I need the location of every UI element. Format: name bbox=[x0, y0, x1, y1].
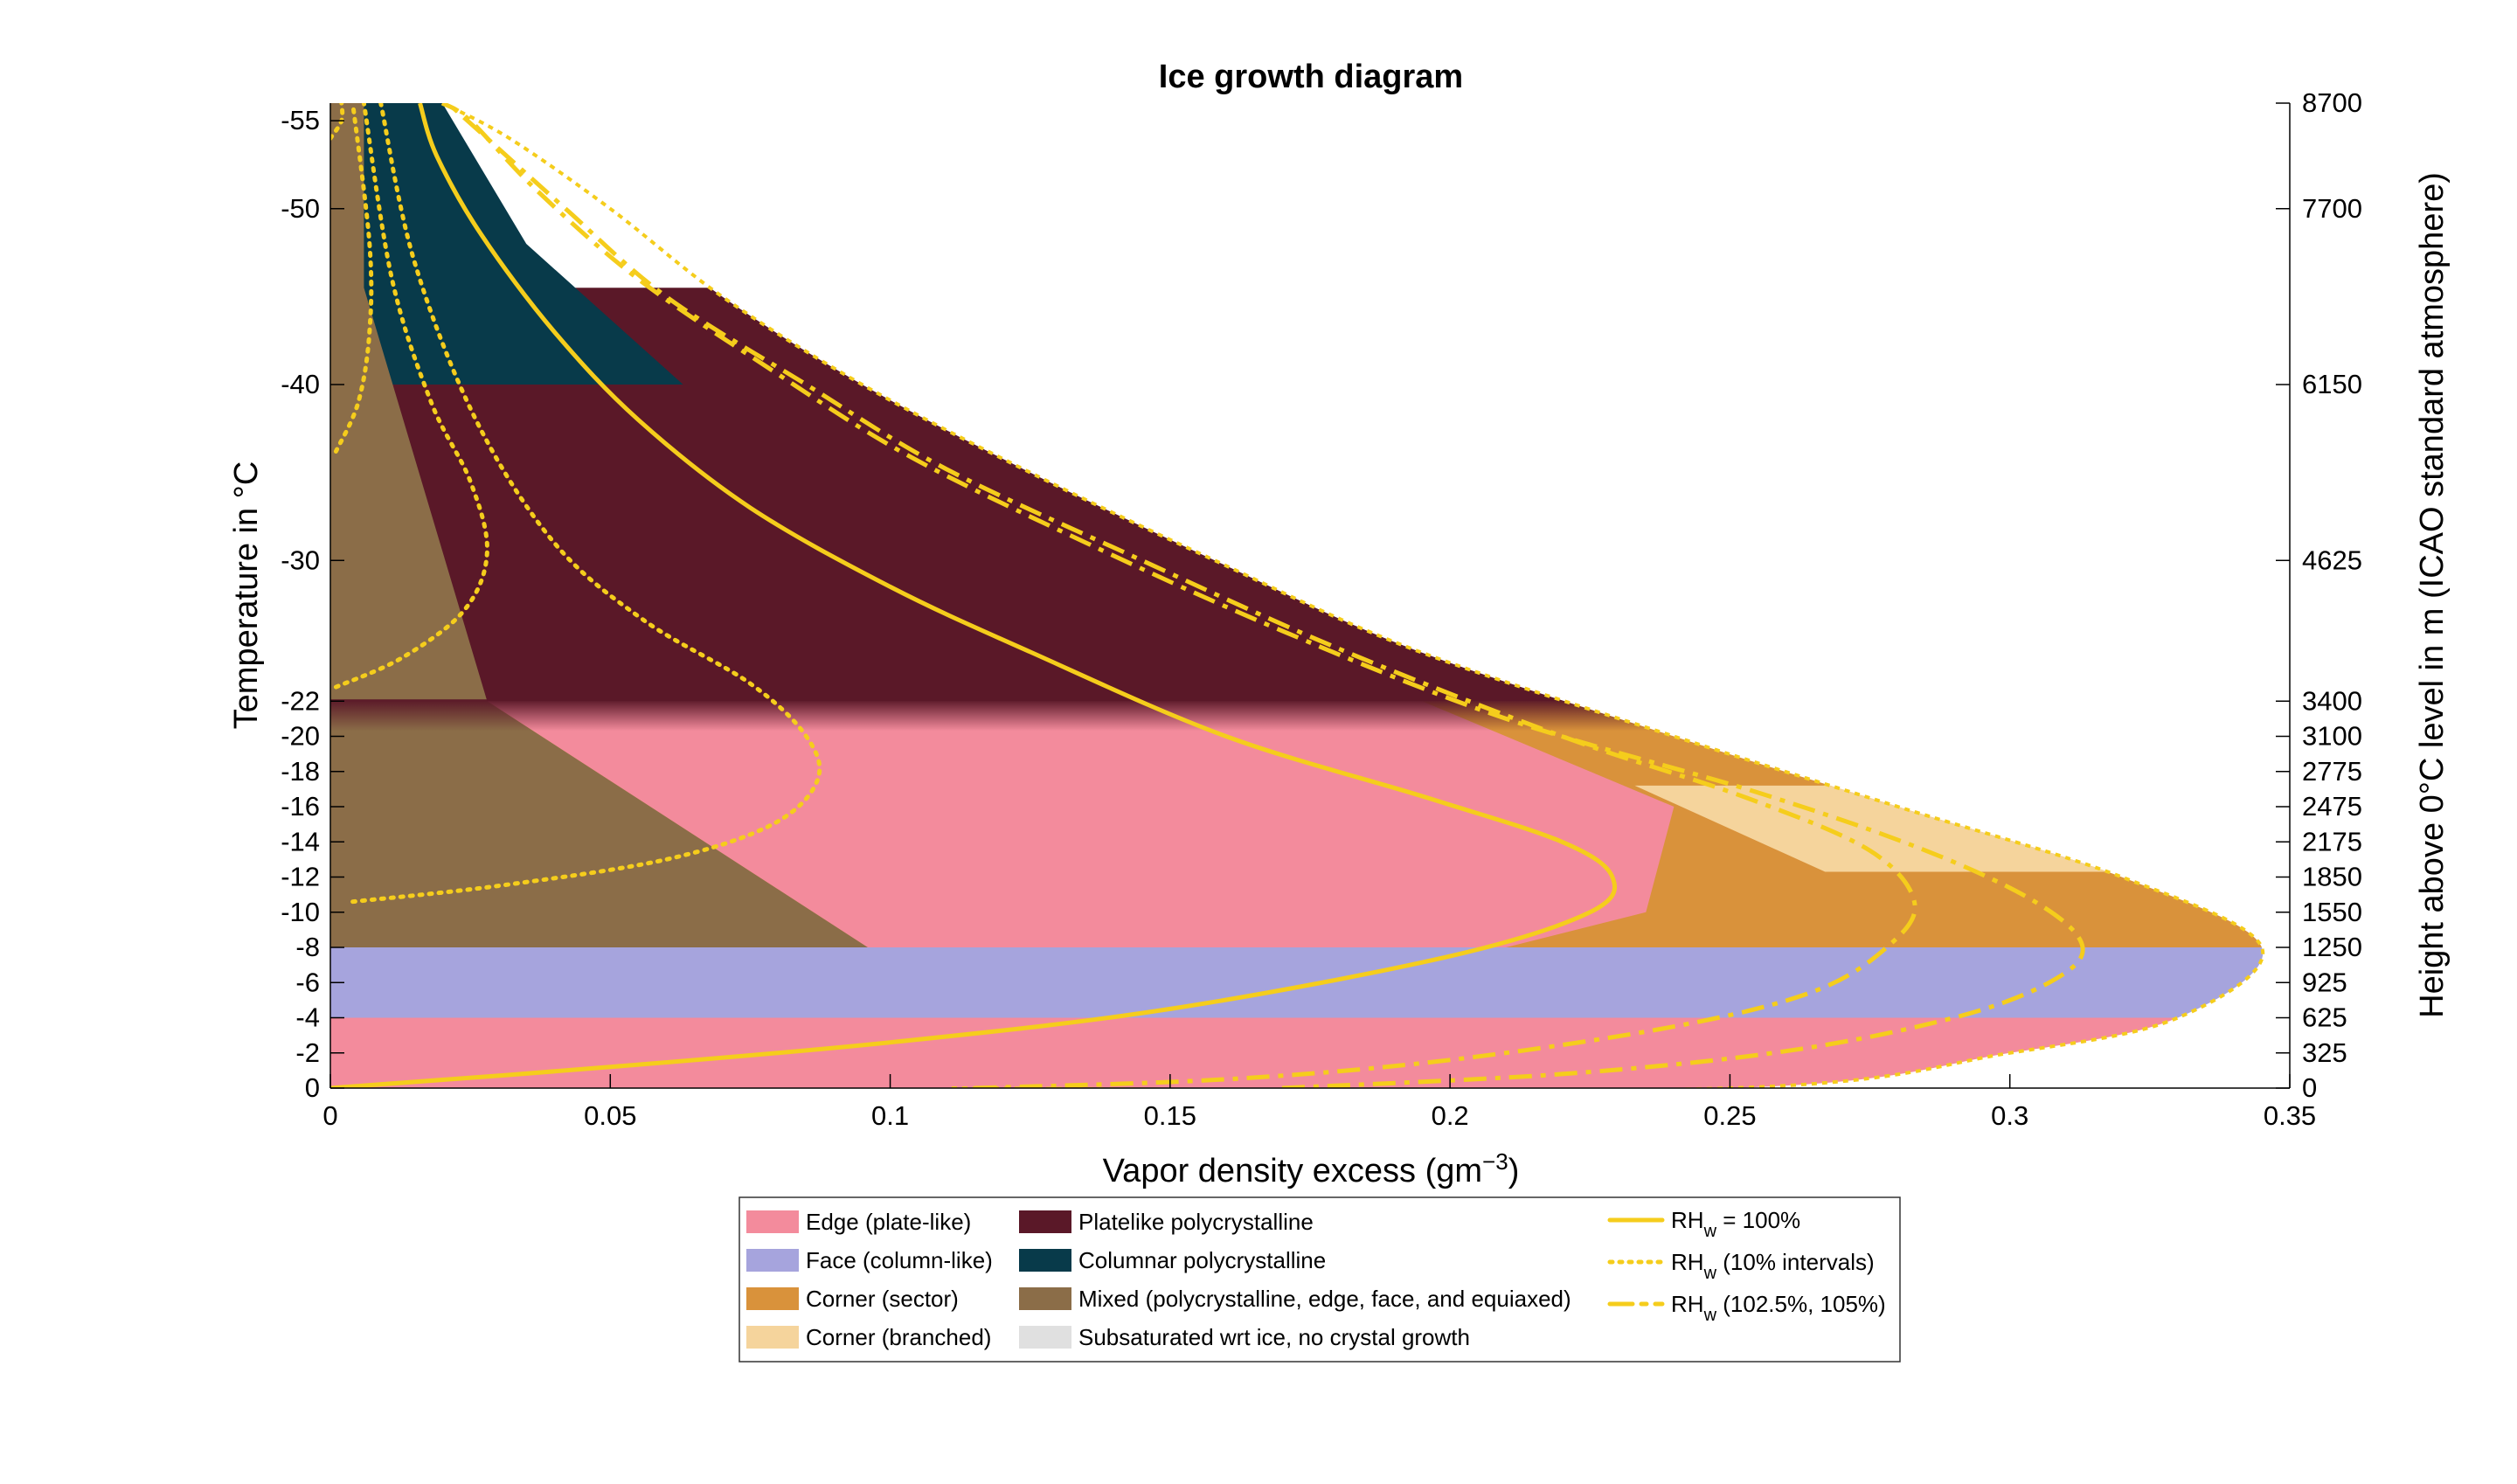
y-tick-label: -4 bbox=[295, 1002, 320, 1033]
y-tick-label: -30 bbox=[281, 544, 320, 575]
legend-swatch bbox=[1019, 1210, 1071, 1233]
rhw-curves bbox=[330, 103, 2265, 1088]
region-columnar-polycrystalline bbox=[330, 103, 683, 385]
y2-tick-label: 3400 bbox=[2302, 685, 2362, 716]
y2-tick-label: 1550 bbox=[2302, 897, 2362, 927]
y-tick-label: -12 bbox=[281, 862, 320, 892]
legend-swatch bbox=[1019, 1287, 1071, 1310]
legend-swatch bbox=[1019, 1249, 1071, 1272]
legend-label: Subsaturated wrt ice, no crystal growth bbox=[1078, 1324, 1470, 1350]
y-tick-label: 0 bbox=[305, 1072, 320, 1103]
y2-tick-label: 4625 bbox=[2302, 544, 2362, 575]
rhw-100-line bbox=[330, 103, 1617, 1088]
region-edge-plate-like bbox=[330, 1017, 2264, 1088]
growth-regions bbox=[330, 103, 2264, 1088]
legend-label: Columnar polycrystalline bbox=[1078, 1247, 1326, 1273]
legend-label: RHw = 100% bbox=[1671, 1207, 1800, 1241]
legend-box bbox=[738, 1196, 1901, 1363]
legend-label: Corner (sector) bbox=[806, 1286, 959, 1312]
y-axis-label: Temperature in °C bbox=[228, 461, 265, 730]
y-tick-label: -8 bbox=[295, 932, 320, 962]
legend-label: Corner (branched) bbox=[806, 1324, 991, 1350]
y2-tick-label: 625 bbox=[2302, 1002, 2347, 1033]
envelope-clip-group bbox=[330, 103, 2264, 1088]
chart-title: Ice growth diagram bbox=[1159, 59, 1463, 95]
x-tick-label: 0.25 bbox=[1703, 1100, 1756, 1131]
y2-tick-label: 0 bbox=[2302, 1072, 2317, 1103]
y-tick-label: -22 bbox=[281, 685, 320, 716]
legend-label: Platelike polycrystalline bbox=[1078, 1209, 1314, 1235]
x-tick-label: 0.3 bbox=[1991, 1100, 2028, 1131]
fade-band bbox=[330, 699, 2264, 732]
legend-label: Mixed (polycrystalline, edge, face, and … bbox=[1078, 1286, 1571, 1312]
y2-tick-label: 8700 bbox=[2302, 87, 2362, 118]
y2-tick-label: 1850 bbox=[2302, 862, 2362, 892]
x-tick-label: 0.2 bbox=[1432, 1100, 1469, 1131]
legend-swatch bbox=[746, 1249, 799, 1272]
rhw-102-5-line bbox=[440, 103, 2085, 1088]
legend-swatch bbox=[746, 1287, 799, 1310]
x-tick-label: 0.35 bbox=[2264, 1100, 2316, 1131]
rhw-105-line bbox=[446, 103, 1917, 1088]
axes: 0 0.05 0.1 0.15 0.2 0.25 0.3 0.35-55-50-40-30-2… bbox=[281, 87, 2362, 1131]
y2-tick-label: 2475 bbox=[2302, 791, 2362, 822]
rhw-10pct-line bbox=[333, 103, 374, 454]
x-tick-label: 0 bbox=[322, 1100, 337, 1131]
y2-tick-label: 1250 bbox=[2302, 932, 2362, 962]
y2-tick-label: 2775 bbox=[2302, 756, 2362, 787]
legend-swatch bbox=[746, 1210, 799, 1233]
legend-label: Edge (plate-like) bbox=[806, 1209, 971, 1235]
y2-tick-label: 6150 bbox=[2302, 369, 2362, 399]
y2-tick-label: 325 bbox=[2302, 1037, 2347, 1068]
region-edge-plate-like bbox=[487, 701, 1675, 947]
y-tick-label: -40 bbox=[281, 369, 320, 399]
y-tick-label: -20 bbox=[281, 721, 320, 752]
y2-tick-label: 925 bbox=[2302, 967, 2347, 997]
region-face-column-like bbox=[330, 947, 2264, 1018]
y2-axis-label: Height above 0°C level in m (ICAO standa… bbox=[2414, 172, 2451, 1018]
x-tick-label: 0.1 bbox=[871, 1100, 909, 1131]
legend-swatch bbox=[1019, 1326, 1071, 1349]
y-tick-label: -6 bbox=[295, 967, 320, 997]
y-tick-label: -10 bbox=[281, 897, 320, 927]
y2-tick-label: 2175 bbox=[2302, 826, 2362, 856]
y-tick-label: -55 bbox=[281, 105, 320, 135]
legend-label: RHw (102.5%, 105%) bbox=[1671, 1291, 1886, 1325]
legend-swatch bbox=[746, 1326, 799, 1349]
x-axis-label: Vapor density excess (gm−3) bbox=[1103, 1148, 1520, 1189]
x-tick-label: 0.05 bbox=[584, 1100, 636, 1131]
y2-tick-label: 7700 bbox=[2302, 193, 2362, 224]
legend-label: RHw (10% intervals) bbox=[1671, 1249, 1875, 1283]
legend: Edge (plate-like) Face (column-like) Corne… bbox=[738, 1196, 1901, 1363]
y-tick-label: -16 bbox=[281, 791, 320, 822]
y-tick-label: -50 bbox=[281, 193, 320, 224]
y-tick-label: -18 bbox=[281, 756, 320, 787]
y2-tick-label: 3100 bbox=[2302, 721, 2362, 752]
y-tick-label: -2 bbox=[295, 1037, 320, 1068]
x-tick-label: 0.15 bbox=[1144, 1100, 1196, 1131]
region-mixed-polycrystalline-edge-face-and-equiaxed bbox=[330, 103, 868, 1088]
y-tick-label: -14 bbox=[281, 826, 320, 856]
legend-label: Face (column-like) bbox=[806, 1247, 993, 1273]
rhw-10pct-line bbox=[333, 103, 489, 690]
